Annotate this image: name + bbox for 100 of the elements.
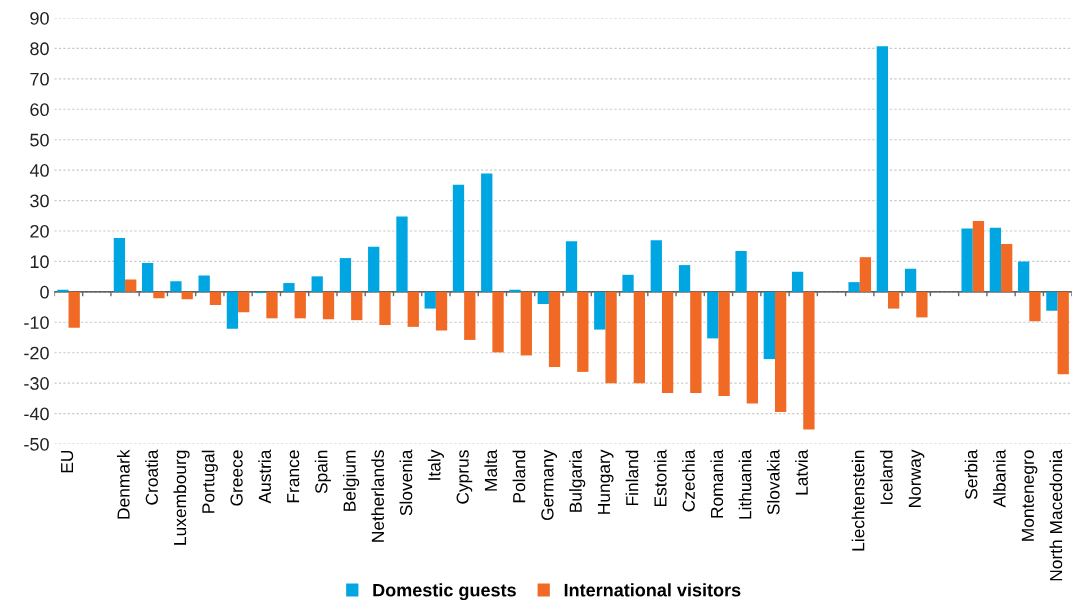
x-tick-label: Cyprus — [456, 450, 473, 504]
bar — [170, 281, 182, 292]
x-tick-label: Luxembourg — [173, 450, 190, 545]
bar — [198, 275, 210, 292]
bar — [537, 291, 549, 305]
bar — [520, 291, 532, 356]
x-tick-label: Serbia — [964, 449, 978, 499]
x-tick-label: Slovakia — [766, 449, 780, 515]
y-tick-label: 40 — [29, 164, 49, 177]
y-tick-label: 60 — [30, 103, 49, 117]
x-tick-label: Spain — [314, 450, 331, 494]
x-tick-label: Iceland — [879, 450, 893, 504]
legend-label: Domestic guests — [373, 583, 516, 600]
bar — [153, 291, 165, 299]
bar — [142, 262, 154, 292]
bar — [605, 291, 617, 384]
x-tick-label: Norway — [908, 449, 925, 507]
x-tick-label: Denmark — [116, 449, 130, 519]
bar — [339, 258, 352, 292]
bar — [283, 283, 295, 292]
bar — [1017, 261, 1030, 292]
bar — [209, 291, 222, 305]
y-tick-label: 50 — [30, 133, 49, 147]
bar — [125, 279, 137, 292]
x-tick-label: Italy — [427, 449, 444, 480]
bar — [68, 291, 80, 328]
y-tick-label: -20 — [24, 346, 49, 360]
bar — [650, 240, 662, 292]
x-tick-label: Hungary — [597, 449, 614, 514]
x-tick-label: Slovenia — [399, 449, 413, 516]
y-tick-label: -10 — [24, 316, 49, 330]
bar — [565, 241, 578, 292]
bar — [763, 291, 775, 360]
x-tick-label: Montenegro — [1021, 450, 1038, 541]
bar — [707, 291, 719, 339]
bar — [238, 291, 250, 313]
y-tick-label: 80 — [30, 42, 49, 56]
bar — [351, 291, 363, 321]
bar — [57, 289, 69, 292]
x-tick-label: Austria — [258, 449, 271, 504]
y-tick-label: -50 — [24, 437, 49, 451]
bar — [1001, 244, 1013, 292]
bar — [791, 271, 804, 292]
y-tick-label: 30 — [30, 194, 49, 208]
bar — [690, 291, 702, 393]
bar — [803, 291, 815, 430]
bar — [435, 291, 448, 331]
x-tick-label: Netherlands — [371, 450, 385, 542]
y-tick-label: 10 — [30, 255, 49, 269]
x-tick-label: Albania — [992, 449, 1006, 508]
bar — [718, 291, 730, 396]
bar — [322, 291, 335, 320]
bar — [735, 251, 747, 292]
bar — [774, 291, 787, 413]
bar — [1057, 291, 1069, 375]
x-tick-label: France — [287, 450, 300, 503]
x-tick-label: Czechia — [682, 449, 695, 512]
bar — [876, 46, 888, 292]
bar — [859, 257, 872, 292]
x-tick-label: Germany — [541, 449, 557, 521]
bar — [888, 291, 900, 309]
bar — [266, 291, 278, 319]
bar — [113, 238, 126, 292]
y-tick-label: -40 — [24, 407, 49, 421]
x-tick-label: Croatia — [145, 449, 158, 505]
bar — [311, 276, 323, 292]
bar — [904, 268, 917, 292]
bar — [464, 291, 476, 340]
x-tick-label: North Macedonia — [1049, 449, 1063, 581]
bar — [452, 184, 465, 292]
x-tick-label: Liechtenstein — [851, 450, 865, 551]
bar — [548, 291, 561, 368]
bar — [368, 246, 380, 292]
bar — [622, 274, 634, 292]
bar — [746, 291, 759, 404]
bar — [661, 291, 674, 393]
bar — [989, 227, 1002, 292]
bar — [678, 265, 691, 292]
bar — [379, 291, 391, 326]
bar — [848, 282, 860, 292]
x-tick-label: Bulgaria — [569, 449, 586, 512]
y-tick-label: 20 — [30, 224, 49, 238]
y-tick-label: 0 — [40, 285, 49, 299]
x-tick-label: Poland — [512, 450, 526, 503]
y-tick-label: 70 — [30, 72, 49, 86]
bar — [396, 216, 408, 292]
bar — [594, 291, 606, 330]
bar — [916, 291, 928, 318]
x-tick-label: Belgium — [343, 450, 360, 511]
bar — [492, 291, 504, 353]
x-tick-label: Greece — [230, 450, 243, 506]
x-tick-label: EU — [61, 450, 74, 473]
bar — [1029, 291, 1041, 322]
bar — [633, 291, 645, 384]
y-tick-label: -30 — [24, 377, 49, 390]
x-tick-label: Latvia — [795, 449, 808, 495]
bar — [577, 291, 589, 372]
x-tick-label: Finland — [625, 450, 639, 506]
bar — [972, 220, 985, 292]
x-tick-label: Romania — [710, 449, 724, 518]
